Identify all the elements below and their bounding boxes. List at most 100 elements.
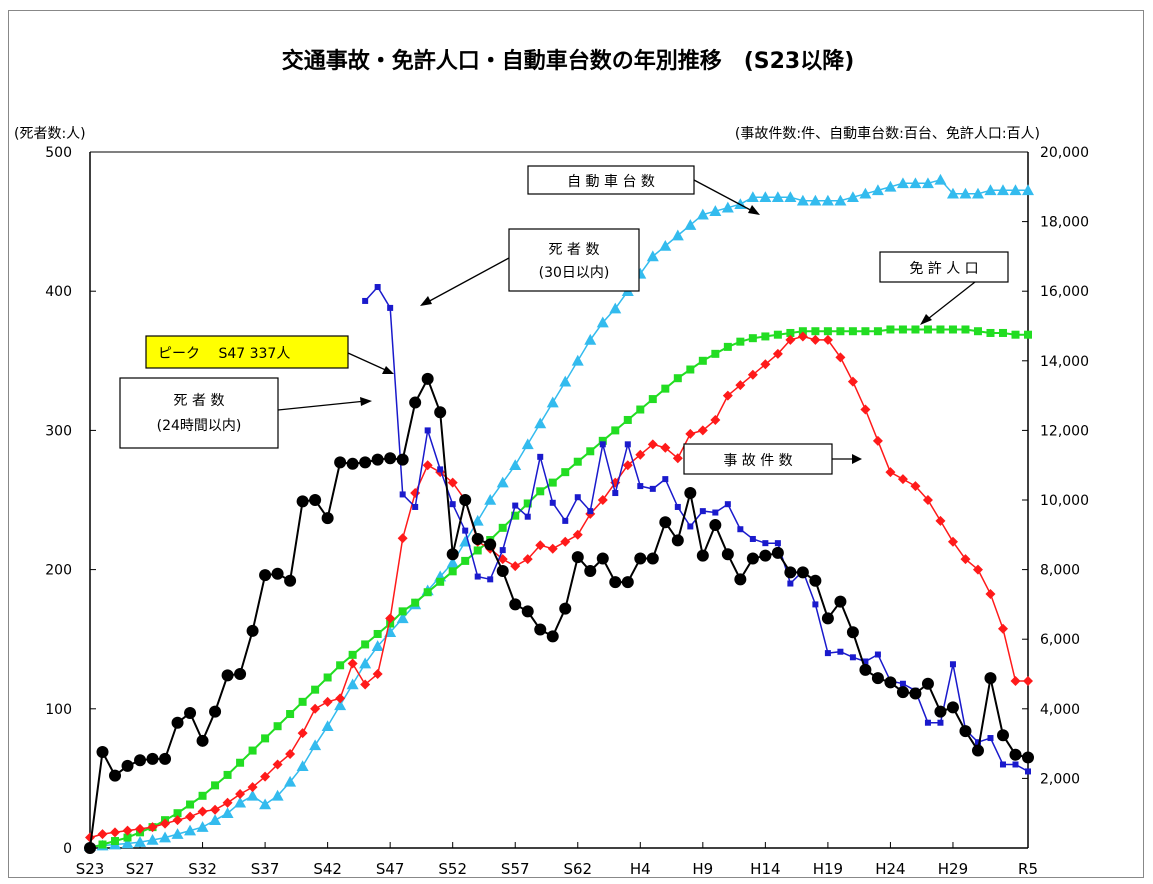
series-accidents-point bbox=[197, 806, 208, 817]
x-tick-label: H14 bbox=[750, 860, 780, 878]
series-license-point bbox=[111, 837, 120, 846]
series-deaths30-point bbox=[387, 304, 394, 311]
series-accidents-point bbox=[222, 797, 233, 808]
left-tick-label: 500 bbox=[45, 145, 72, 161]
series-deaths30-point bbox=[424, 427, 431, 434]
series-cars-point bbox=[509, 459, 522, 470]
annotation-license-box bbox=[879, 251, 1009, 283]
series-license-point bbox=[386, 619, 395, 628]
series-cars-point bbox=[1009, 184, 1022, 196]
chart-title: 交通事故・免許人口・自動車台数の年別推移 (S23以降) bbox=[282, 48, 855, 74]
series-deaths30-point bbox=[487, 576, 494, 583]
series-deaths24-point bbox=[234, 668, 247, 680]
series-deaths30-point bbox=[862, 658, 869, 665]
series-license-point bbox=[798, 327, 807, 336]
series-license-point bbox=[173, 809, 182, 818]
series-accidents-point bbox=[185, 811, 196, 822]
series-accidents-point bbox=[785, 334, 796, 345]
annotation-peak-arrow bbox=[347, 352, 391, 373]
series-cars bbox=[84, 173, 1034, 852]
series-accidents-point bbox=[860, 404, 871, 415]
series-license-point bbox=[736, 337, 745, 346]
series-license-point bbox=[548, 478, 557, 487]
series-license-point bbox=[786, 328, 795, 337]
series-accidents-point bbox=[572, 529, 583, 540]
series-accidents-point bbox=[660, 442, 671, 453]
series-deaths24-point bbox=[609, 576, 622, 589]
series-deaths30-point bbox=[662, 476, 669, 483]
series-cars-point bbox=[359, 657, 372, 669]
x-tick-label: H19 bbox=[813, 860, 843, 878]
series-license-point bbox=[323, 673, 332, 682]
series-license-point bbox=[773, 330, 782, 339]
series-license-point bbox=[836, 327, 845, 336]
series-deaths30-point bbox=[674, 503, 681, 510]
series-cars-point bbox=[271, 789, 284, 801]
series-deaths30-point bbox=[937, 719, 944, 726]
x-tick-label: H24 bbox=[875, 860, 905, 878]
series-accidents-point bbox=[772, 348, 783, 359]
series-cars-point bbox=[371, 640, 384, 651]
series-accidents-point bbox=[97, 829, 108, 840]
series-deaths24-point bbox=[409, 396, 422, 409]
series-license-point bbox=[273, 722, 282, 731]
series-license-point bbox=[986, 328, 995, 337]
annotation-license-text: 免 許 人 口 bbox=[909, 261, 978, 277]
series-accidents-point bbox=[122, 825, 133, 836]
series-deaths24-point bbox=[984, 672, 997, 685]
series-cars-point bbox=[246, 789, 259, 801]
series-cars-point bbox=[934, 173, 947, 185]
series-deaths30-point bbox=[499, 547, 506, 554]
series-deaths24-point bbox=[96, 745, 109, 758]
series-deaths30-point bbox=[699, 508, 706, 515]
series-license-point bbox=[811, 327, 820, 336]
left-tick-label: 100 bbox=[45, 702, 72, 718]
series-deaths24-point bbox=[271, 567, 284, 580]
right-tick-labels: 2,000 4,000 6,000 8,000 10,000 12,000 14,000 16… bbox=[1022, 145, 1089, 787]
series-license-point bbox=[123, 833, 132, 842]
series-deaths30-point bbox=[624, 441, 631, 448]
series-accidents-point bbox=[235, 789, 246, 800]
series-cars-line bbox=[89, 178, 1028, 848]
series-deaths30-point bbox=[612, 490, 619, 497]
left-tick-label: 0 bbox=[63, 841, 72, 857]
series-accidents-point bbox=[560, 536, 571, 547]
series-deaths24-point bbox=[259, 569, 272, 582]
series-deaths24-point bbox=[884, 676, 897, 689]
series-cars-point bbox=[559, 375, 572, 387]
series-accidents-point bbox=[385, 613, 396, 624]
series-deaths24-point bbox=[471, 532, 484, 545]
series-deaths30-point bbox=[724, 501, 731, 508]
series-deaths24-point bbox=[334, 456, 347, 469]
series-license-point bbox=[973, 327, 982, 336]
series-accidents-point bbox=[210, 804, 221, 815]
series-license-point bbox=[698, 356, 707, 365]
series-accidents-point bbox=[985, 588, 996, 599]
series-accidents-point bbox=[597, 495, 608, 505]
series-deaths30-point bbox=[762, 540, 769, 547]
series-accidents-line bbox=[89, 335, 1028, 839]
series-license-point bbox=[1024, 330, 1032, 339]
x-tick-label: S27 bbox=[126, 860, 155, 878]
series-license-point bbox=[473, 546, 482, 555]
x-tick-label: S23 bbox=[76, 860, 105, 878]
series-accidents-point bbox=[135, 823, 146, 834]
series-cars-point bbox=[171, 828, 184, 839]
annotation-deaths30-arrow bbox=[423, 257, 510, 305]
series-cars-point bbox=[796, 194, 809, 206]
annotation-cars: 自 動 車 台 数 bbox=[527, 165, 760, 215]
series-license-point bbox=[873, 327, 882, 336]
series-deaths24-point bbox=[421, 372, 434, 385]
annotation-peak-text: ピーク S47 337人 bbox=[158, 346, 290, 362]
series-license-point bbox=[561, 468, 570, 477]
series-accidents-point bbox=[160, 818, 171, 829]
series-deaths30-point bbox=[1012, 761, 1019, 768]
right-tick-label: 8,000 bbox=[1040, 563, 1080, 579]
x-tick-labels: S23 S27 S32 S37 S42 S47 S52 S57 S62 H4 H9 H14 H19 H24… bbox=[76, 842, 1038, 878]
annotation-license-arrowhead bbox=[920, 314, 932, 325]
x-tick-label: S32 bbox=[188, 860, 217, 878]
annotation-peak: ピーク S47 337人 bbox=[145, 335, 394, 374]
series-deaths30-point bbox=[749, 535, 756, 542]
series-license-point bbox=[586, 447, 595, 456]
series-accidents-point bbox=[872, 435, 883, 446]
